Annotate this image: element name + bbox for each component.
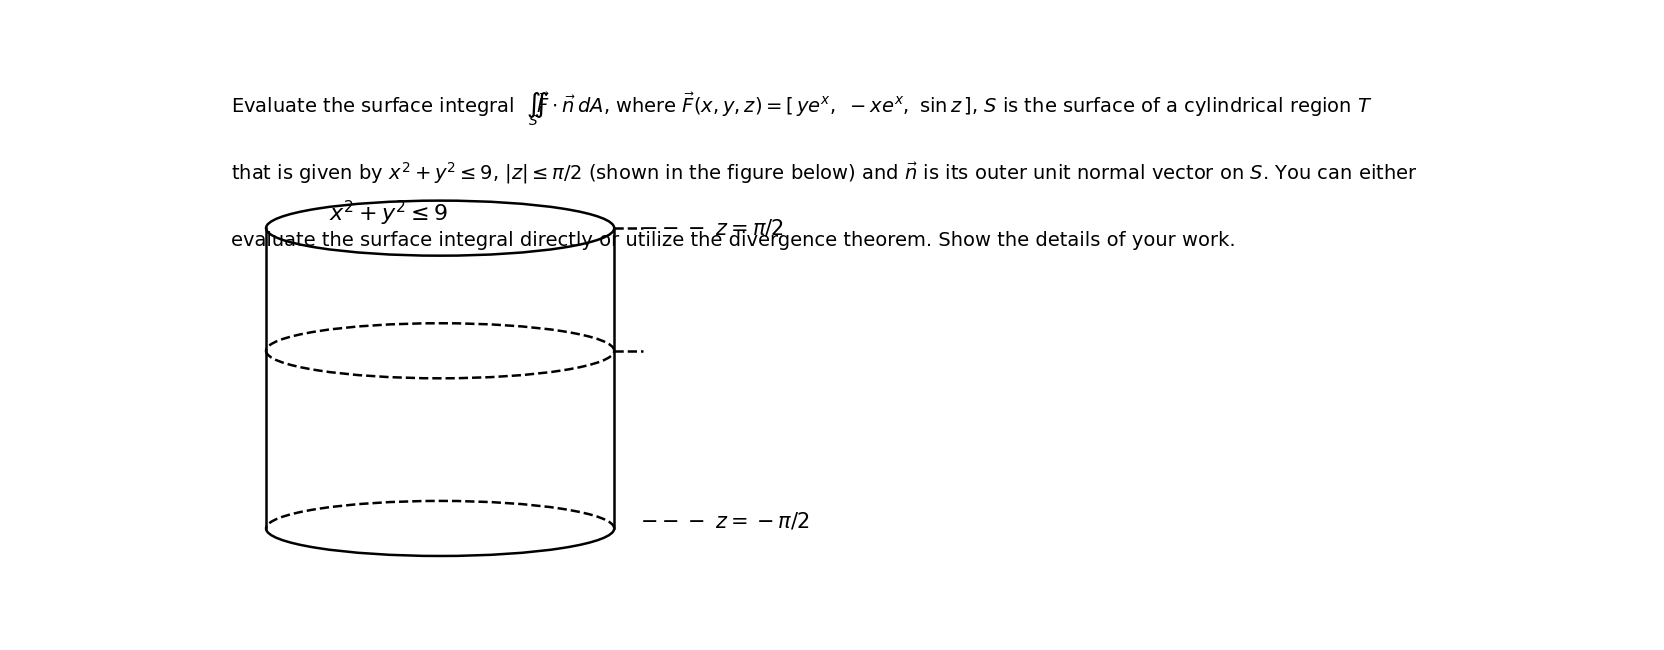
Text: that is given by $x^2 + y^2 \leq 9$, $|z| \leq \pi/2$ (shown in the figure below: that is given by $x^2 + y^2 \leq 9$, $|z… — [231, 161, 1418, 187]
Text: evaluate the surface integral directly or utilize the divergence theorem. Show t: evaluate the surface integral directly o… — [231, 231, 1236, 250]
Text: $--- \ z = \pi/2$: $--- \ z = \pi/2$ — [641, 218, 784, 239]
Text: Evaluate the surface integral  $\iint\!\!\!\!\!\!\!\!\;\underset{S}{}$$\vec{F} \: Evaluate the surface integral $\iint\!\!… — [231, 90, 1373, 128]
Text: $x^2 + y^2 \leq 9$: $x^2 + y^2 \leq 9$ — [329, 198, 448, 228]
Text: $--- \ z = -\pi/2$: $--- \ z = -\pi/2$ — [641, 510, 810, 532]
